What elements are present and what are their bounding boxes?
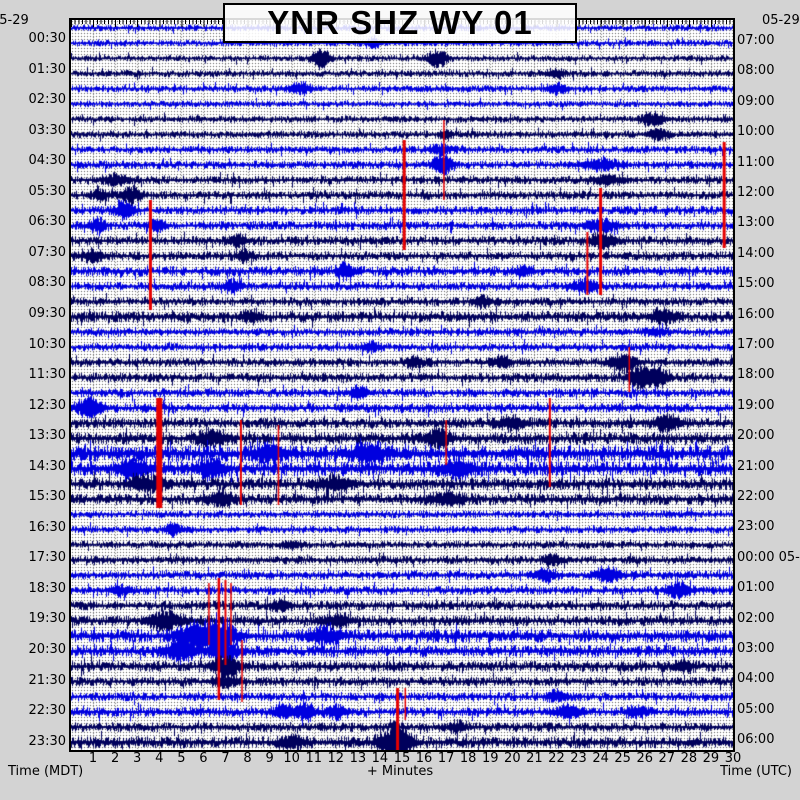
minute-tick-label: 28: [680, 751, 698, 766]
minute-tick-label: 30: [724, 751, 742, 766]
minute-tick-label: 6: [199, 751, 208, 766]
right-time-label: 09:00: [737, 93, 775, 109]
x-axis-label-mdt: Time (MDT): [8, 764, 84, 779]
minute-tick-label: 14: [371, 751, 389, 766]
right-time-label: 21:00: [737, 458, 775, 474]
minute-tick-label: 1: [88, 751, 98, 766]
left-time-label: 01:30: [28, 61, 66, 77]
left-time-label: 12:30: [28, 397, 66, 413]
minute-tick-label: 27: [658, 751, 676, 766]
right-time-label: 15:00: [737, 276, 775, 292]
left-time-label: 11:30: [28, 367, 66, 383]
right-time-label: 22:00: [737, 489, 775, 504]
right-time-label: 06:00: [737, 732, 775, 748]
minute-tick-label: 16: [415, 751, 433, 766]
right-time-label: 16:00: [737, 306, 775, 322]
minute-tick-label: 7: [221, 751, 230, 766]
right-time-label: 07:00: [737, 33, 775, 48]
date-top-right: 05-29: [762, 13, 800, 28]
minute-tick-label: 20: [504, 751, 521, 766]
minute-tick-label: 5: [177, 751, 186, 766]
right-time-label: 08:00: [737, 63, 775, 79]
right-time-label: 04:00: [737, 671, 775, 687]
right-time-label: 14:00: [737, 245, 775, 261]
title-box: YNR SHZ WY 01: [223, 3, 577, 43]
left-time-label: 08:30: [28, 275, 66, 291]
right-time-label: 10:00: [737, 124, 775, 140]
minute-tick-label: 2: [110, 751, 120, 766]
minute-tick-label: 15: [393, 751, 411, 766]
right-time-label: 17:00: [737, 337, 775, 352]
x-axis-label-utc: Time (UTC): [720, 764, 792, 779]
minute-tick-label: 25: [614, 751, 631, 766]
right-time-label: 12:00: [737, 185, 775, 200]
left-time-label: 19:30: [28, 611, 66, 627]
right-time-label: 11:00: [737, 154, 775, 170]
right-time-label: 13:00: [737, 215, 775, 231]
left-time-label: 16:30: [28, 519, 66, 535]
minute-tick-label: 8: [243, 751, 252, 766]
page-title: YNR SHZ WY 01: [267, 4, 533, 41]
left-time-label: 03:30: [28, 122, 66, 138]
right-time-label: 20:00: [737, 428, 775, 444]
left-time-label: 21:30: [28, 672, 66, 688]
minute-tick-label: 10: [283, 751, 300, 766]
right-time-label: 00:00 05-30: [737, 549, 800, 565]
minute-tick-label: 18: [459, 751, 477, 766]
minute-tick-label: 19: [481, 751, 499, 766]
minute-tick-label: 22: [548, 751, 565, 766]
right-time-label: 05:00: [737, 701, 775, 717]
x-axis-label-minutes: + Minutes: [366, 764, 434, 779]
minute-tick-label: 3: [133, 751, 142, 766]
left-time-label: 17:30: [28, 550, 66, 566]
left-time-label: 20:30: [28, 642, 66, 657]
date-top-left: 05-29: [0, 13, 29, 28]
left-time-label: 23:30: [28, 733, 66, 749]
minute-tick-label: 17: [437, 751, 455, 766]
right-time-label: 18:00: [737, 367, 775, 383]
left-time-label: 22:30: [28, 703, 66, 719]
left-time-label: 09:30: [28, 305, 66, 321]
minute-tick-label: 21: [526, 751, 543, 766]
minute-tick-label: 13: [349, 751, 367, 766]
minute-tick-label: 9: [265, 751, 274, 766]
minute-tick-label: 24: [592, 751, 609, 766]
minute-tick-label: 23: [570, 751, 587, 766]
minute-tick-label: 29: [702, 751, 720, 766]
minute-tick-label: 4: [155, 751, 164, 766]
right-time-label: 19:00: [737, 397, 775, 413]
left-time-label: 14:30: [28, 458, 66, 474]
left-time-label: 13:30: [28, 428, 66, 444]
seismogram-canvas: [71, 20, 733, 750]
minute-tick-label: 12: [327, 751, 345, 766]
right-time-label: 01:00: [737, 580, 775, 596]
left-time-label: 05:30: [28, 183, 66, 199]
left-time-label: 02:30: [28, 92, 66, 108]
left-time-label: 04:30: [28, 153, 66, 169]
left-time-label: 15:30: [28, 489, 66, 505]
left-time-label: 10:30: [28, 336, 66, 352]
left-time-label: 00:30: [28, 31, 66, 46]
minute-tick-label: 26: [636, 751, 653, 766]
left-time-label: 18:30: [28, 580, 66, 596]
left-time-label: 07:30: [28, 244, 66, 260]
right-time-label: 02:00: [737, 610, 775, 626]
minute-tick-label: 11: [305, 751, 322, 766]
right-time-label: 23:00: [737, 519, 775, 535]
right-time-label: 03:00: [737, 641, 775, 656]
left-time-label: 06:30: [28, 214, 66, 230]
